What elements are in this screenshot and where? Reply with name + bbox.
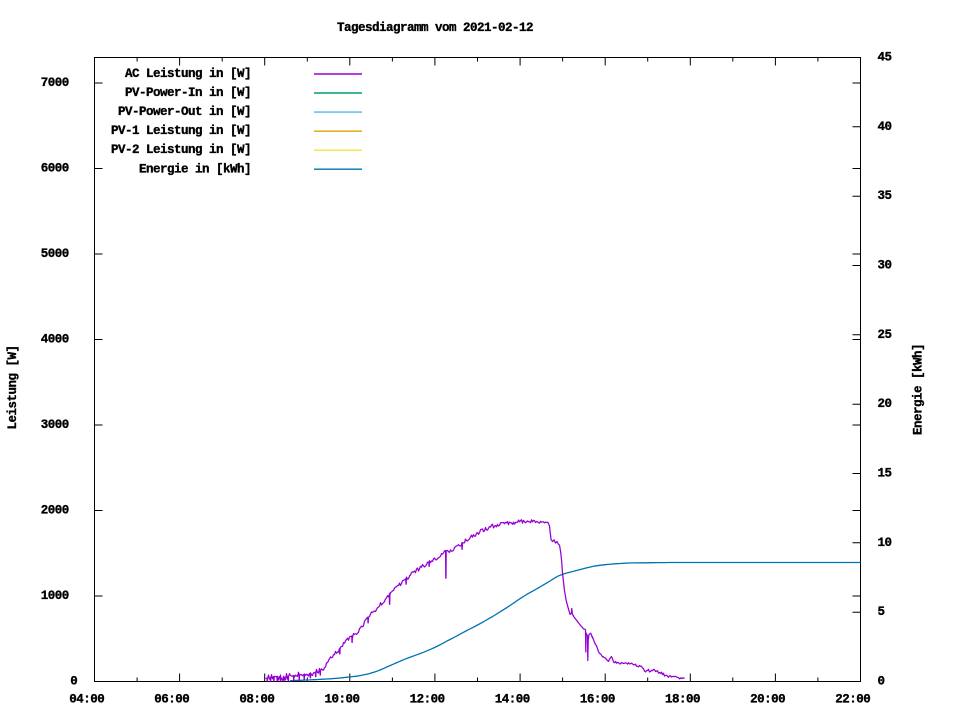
svg-text:PV-2 Leistung in [W]: PV-2 Leistung in [W]	[111, 143, 251, 157]
svg-text:20: 20	[878, 397, 892, 411]
svg-text:16:00: 16:00	[580, 693, 615, 707]
svg-text:30: 30	[878, 259, 892, 273]
svg-text:14:00: 14:00	[495, 693, 530, 707]
svg-text:18:00: 18:00	[665, 693, 700, 707]
svg-text:5: 5	[878, 605, 885, 619]
svg-text:22:00: 22:00	[835, 693, 870, 707]
svg-text:AC Leistung in [W]: AC Leistung in [W]	[125, 67, 251, 81]
svg-text:0: 0	[70, 675, 77, 689]
svg-text:10:00: 10:00	[325, 693, 360, 707]
svg-text:2000: 2000	[41, 504, 69, 518]
svg-text:7000: 7000	[41, 76, 69, 90]
svg-text:1000: 1000	[41, 589, 69, 603]
svg-text:Tagesdiagramm vom 2021-02-12: Tagesdiagramm vom 2021-02-12	[337, 21, 533, 35]
svg-text:4000: 4000	[41, 333, 69, 347]
svg-text:6000: 6000	[41, 162, 69, 176]
svg-text:Energie in [kWh]: Energie in [kWh]	[139, 162, 251, 176]
svg-text:0: 0	[878, 675, 885, 689]
svg-text:12:00: 12:00	[410, 693, 445, 707]
svg-text:Energie [kWh]: Energie [kWh]	[912, 344, 926, 435]
svg-text:08:00: 08:00	[239, 693, 274, 707]
svg-text:45: 45	[878, 51, 892, 65]
svg-text:3000: 3000	[41, 418, 69, 432]
svg-text:20:00: 20:00	[750, 693, 785, 707]
svg-text:PV-1 Leistung in [W]: PV-1 Leistung in [W]	[111, 124, 251, 138]
svg-text:Leistung [W]: Leistung [W]	[6, 345, 20, 429]
svg-text:PV-Power-In in [W]: PV-Power-In in [W]	[125, 86, 251, 100]
svg-text:5000: 5000	[41, 247, 69, 261]
svg-text:25: 25	[878, 328, 892, 342]
svg-text:10: 10	[878, 536, 892, 550]
svg-text:04:00: 04:00	[69, 693, 104, 707]
svg-text:35: 35	[878, 189, 892, 203]
svg-text:40: 40	[878, 120, 892, 134]
svg-text:PV-Power-Out in [W]: PV-Power-Out in [W]	[118, 105, 251, 119]
svg-text:06:00: 06:00	[154, 693, 189, 707]
svg-text:15: 15	[878, 467, 892, 481]
